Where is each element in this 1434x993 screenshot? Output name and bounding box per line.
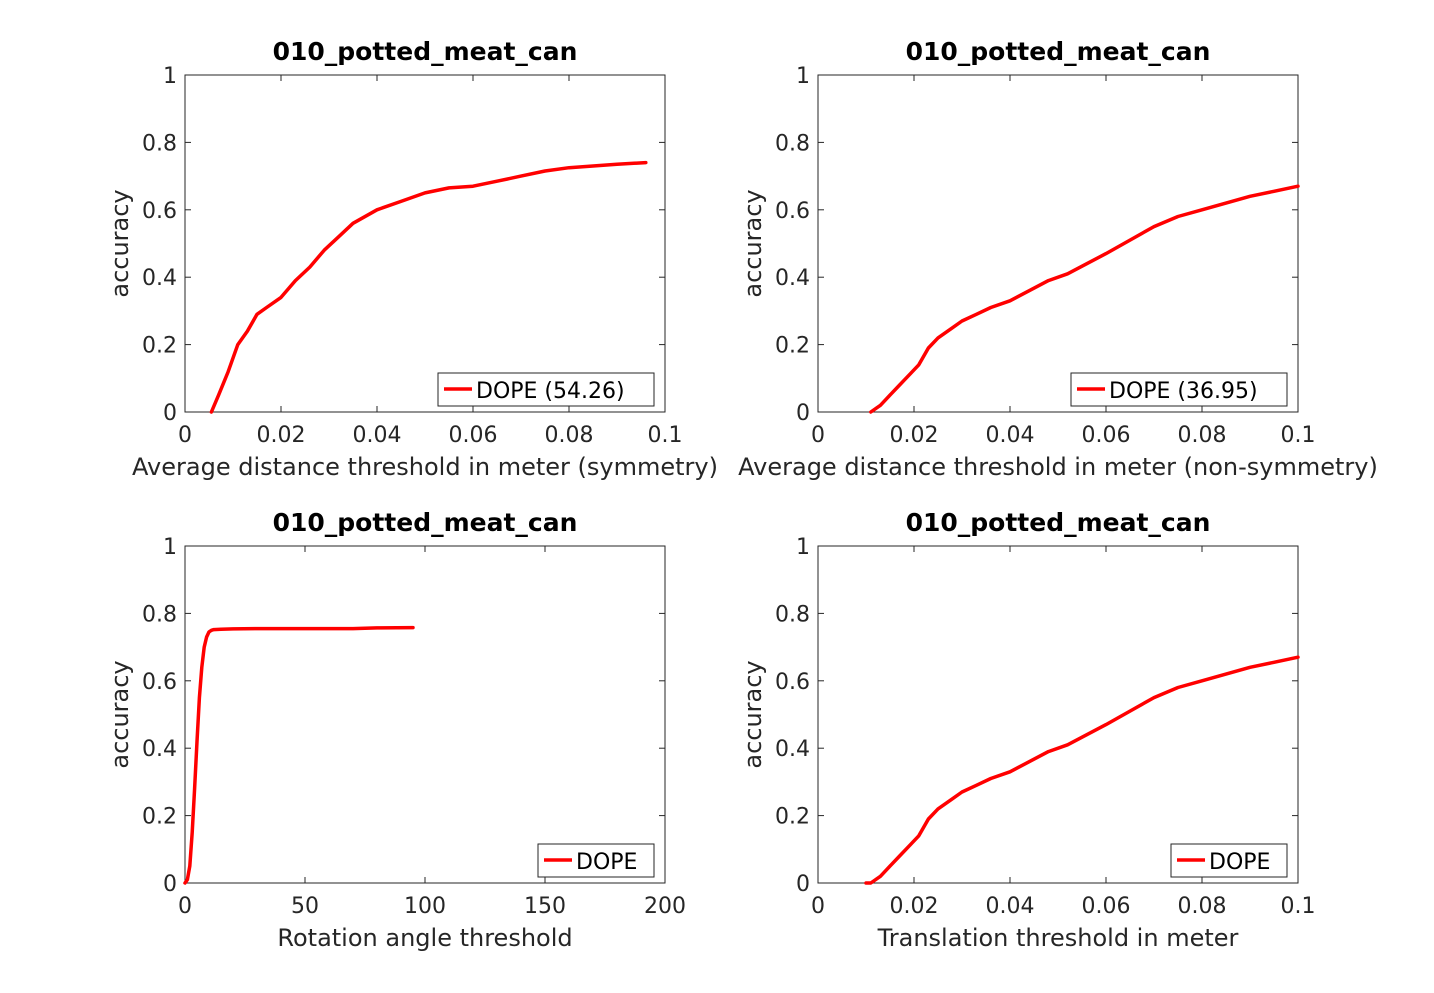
- y-tick-label: 1: [796, 64, 810, 89]
- y-tick-label: 0: [796, 401, 810, 426]
- y-tick-label: 0.2: [775, 805, 810, 830]
- x-tick-label: 0.1: [648, 423, 683, 448]
- plot-area-1: [184, 74, 666, 413]
- x-tick-label: 0.04: [986, 894, 1035, 919]
- x-tick-label: 0.04: [353, 423, 402, 448]
- x-tick-label: 0.06: [1082, 423, 1131, 448]
- y-axis-label: accuracy: [106, 189, 134, 297]
- legend-label: DOPE (54.26): [476, 379, 625, 404]
- x-tick-label: 0.06: [449, 423, 498, 448]
- x-tick-label: 150: [524, 894, 566, 919]
- series-line-1: [864, 655, 1300, 885]
- x-tick-label: 0.06: [1082, 894, 1131, 919]
- y-axis-label: accuracy: [739, 660, 767, 768]
- x-tick-label: 0.02: [257, 423, 306, 448]
- y-tick-label: 1: [163, 535, 177, 560]
- y-tick-label: 0.2: [775, 334, 810, 359]
- x-tick-label: 0.02: [890, 894, 939, 919]
- x-tick-label: 0: [811, 894, 825, 919]
- y-tick-label: 0: [163, 872, 177, 897]
- x-tick-label: 100: [404, 894, 446, 919]
- plot-area-4: [817, 545, 1299, 884]
- chart-title: 010_potted_meat_can: [273, 37, 578, 66]
- x-tick-label: 0: [811, 423, 825, 448]
- legend-label: DOPE: [1209, 850, 1270, 875]
- x-tick-label: 0.08: [1178, 894, 1227, 919]
- y-tick-label: 0.6: [142, 199, 177, 224]
- x-tick-label: 0.04: [986, 423, 1035, 448]
- y-tick-label: 0.2: [142, 805, 177, 830]
- series-line-1: [209, 160, 648, 414]
- x-tick-label: 0.08: [1178, 423, 1227, 448]
- y-tick-label: 0.2: [142, 334, 177, 359]
- x-tick-label: 50: [291, 894, 319, 919]
- legend-label: DOPE: [576, 850, 637, 875]
- x-tick-label: 0.1: [1281, 423, 1316, 448]
- x-axis-label: Translation threshold in meter: [877, 924, 1239, 952]
- x-tick-label: 0: [178, 894, 192, 919]
- x-tick-label: 200: [644, 894, 686, 919]
- chart-title: 010_potted_meat_can: [906, 508, 1211, 537]
- legend-box: [437, 372, 655, 407]
- y-tick-label: 1: [163, 64, 177, 89]
- plot-area-3: [184, 545, 666, 884]
- series-line-1: [183, 625, 415, 885]
- series-line-1: [869, 184, 1300, 414]
- legend-box: [1070, 372, 1288, 407]
- y-tick-label: 0.4: [142, 266, 177, 291]
- y-tick-label: 0.8: [142, 131, 177, 156]
- x-tick-label: 0.02: [890, 423, 939, 448]
- y-tick-label: 0: [163, 401, 177, 426]
- x-tick-label: 0.1: [1281, 894, 1316, 919]
- y-tick-label: 0.4: [775, 737, 810, 762]
- x-tick-label: 0.08: [545, 423, 594, 448]
- y-tick-label: 0: [796, 872, 810, 897]
- y-tick-label: 0.8: [775, 131, 810, 156]
- y-tick-label: 0.8: [775, 602, 810, 627]
- x-axis-label: Average distance threshold in meter (sym…: [132, 453, 718, 481]
- x-tick-label: 0: [178, 423, 192, 448]
- chart-title: 010_potted_meat_can: [273, 508, 578, 537]
- y-tick-label: 0.6: [775, 199, 810, 224]
- x-axis-label: Rotation angle threshold: [277, 924, 572, 952]
- y-tick-label: 0.4: [775, 266, 810, 291]
- y-tick-label: 0.8: [142, 602, 177, 627]
- y-tick-label: 0.4: [142, 737, 177, 762]
- legend-label: DOPE (36.95): [1109, 379, 1258, 404]
- y-tick-label: 0.6: [142, 670, 177, 695]
- y-axis-label: accuracy: [739, 189, 767, 297]
- x-axis-label: Average distance threshold in meter (non…: [738, 453, 1378, 481]
- plot-area-2: [817, 74, 1299, 413]
- y-tick-label: 1: [796, 535, 810, 560]
- y-axis-label: accuracy: [106, 660, 134, 768]
- chart-title: 010_potted_meat_can: [906, 37, 1211, 66]
- y-tick-label: 0.6: [775, 670, 810, 695]
